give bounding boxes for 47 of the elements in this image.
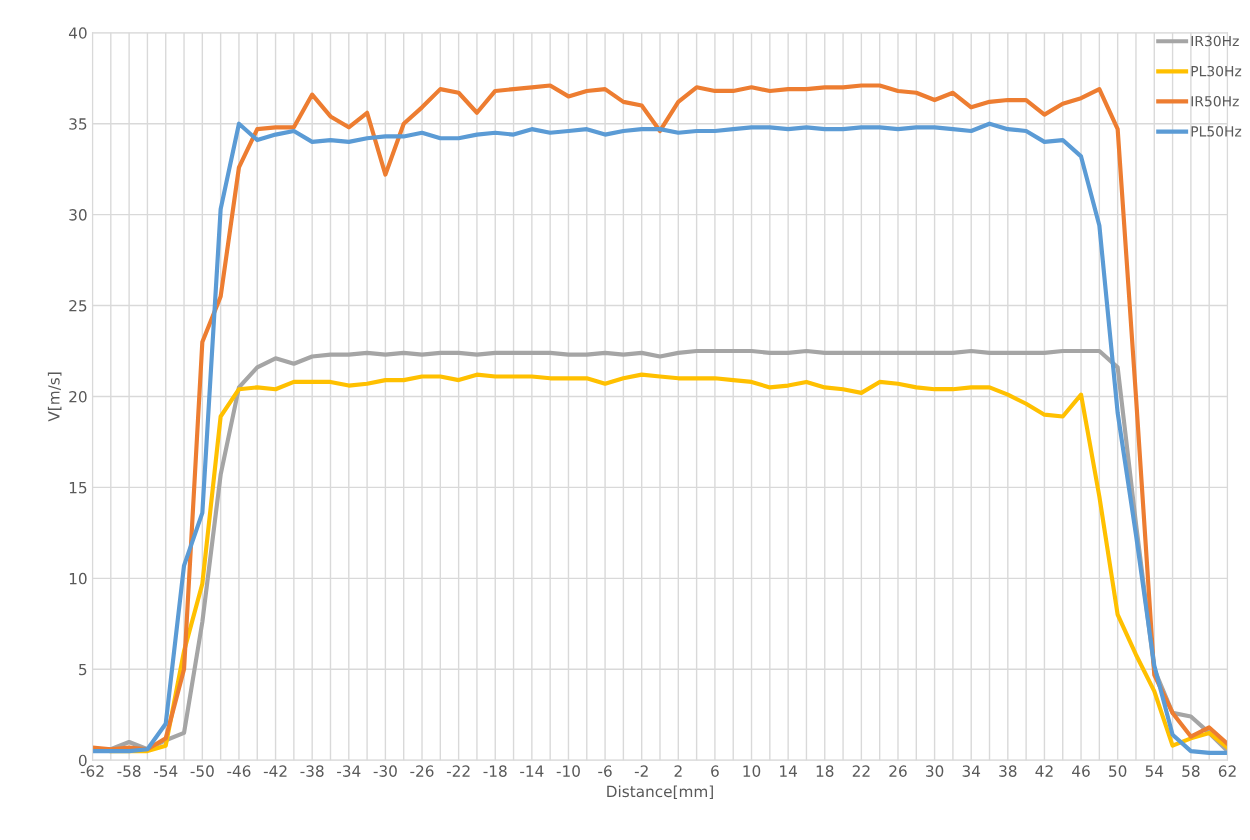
x-tick-label: 22 <box>852 765 870 777</box>
x-axis-title: Distance[mm] <box>607 785 713 800</box>
y-tick-label: 35 <box>69 118 87 130</box>
x-tick-label: -62 <box>80 765 104 777</box>
x-tick-label: -58 <box>117 765 141 777</box>
x-tick-label: -10 <box>556 765 580 777</box>
x-tick-label: 42 <box>1035 765 1053 777</box>
y-axis-title: V[m/s] <box>47 372 62 422</box>
x-tick-label: -38 <box>300 765 324 777</box>
x-tick-label: -14 <box>520 765 544 777</box>
x-tick-label: -26 <box>410 765 434 777</box>
x-tick-label: -18 <box>483 765 507 777</box>
legend-label: IR30Hz <box>1191 35 1239 47</box>
y-tick-label: 15 <box>69 482 87 494</box>
x-tick-label: -2 <box>634 765 648 777</box>
x-tick-label: 38 <box>999 765 1017 777</box>
x-tick-label: 54 <box>1145 765 1164 777</box>
x-tick-label: 10 <box>743 765 761 777</box>
x-tick-label: -34 <box>337 765 361 777</box>
x-tick-label: 34 <box>962 765 981 777</box>
x-tick-label: -42 <box>263 765 287 777</box>
y-tick-label: 0 <box>78 754 87 767</box>
y-tick-label: 25 <box>69 300 87 312</box>
x-tick-label: 62 <box>1218 765 1236 777</box>
x-tick-label: 26 <box>889 765 907 777</box>
x-tick-label: 50 <box>1109 765 1127 777</box>
x-tick-label: 18 <box>816 765 834 777</box>
x-tick-label: 6 <box>711 765 719 777</box>
y-tick-label: 5 <box>79 663 87 676</box>
x-tick-label: 58 <box>1182 765 1200 777</box>
x-tick-label: -22 <box>446 765 470 777</box>
x-tick-label: -54 <box>154 765 178 777</box>
x-tick-label: -50 <box>190 765 214 777</box>
y-tick-label: 30 <box>69 209 87 221</box>
x-tick-label: 30 <box>926 765 944 777</box>
x-tick-label: 46 <box>1072 765 1090 777</box>
x-tick-label: -46 <box>227 765 251 777</box>
legend-label: PL50Hz <box>1191 126 1242 137</box>
y-tick-label: 20 <box>69 390 87 403</box>
y-tick-label: 10 <box>69 572 87 585</box>
x-tick-label: -6 <box>598 765 612 777</box>
x-tick-label: 2 <box>674 765 682 777</box>
x-tick-label: -30 <box>373 765 397 777</box>
legend-label: IR50Hz <box>1191 96 1239 107</box>
y-tick-label: 40 <box>68 27 87 39</box>
legend-label: PL30Hz <box>1191 65 1242 77</box>
x-tick-label: 14 <box>780 765 798 777</box>
